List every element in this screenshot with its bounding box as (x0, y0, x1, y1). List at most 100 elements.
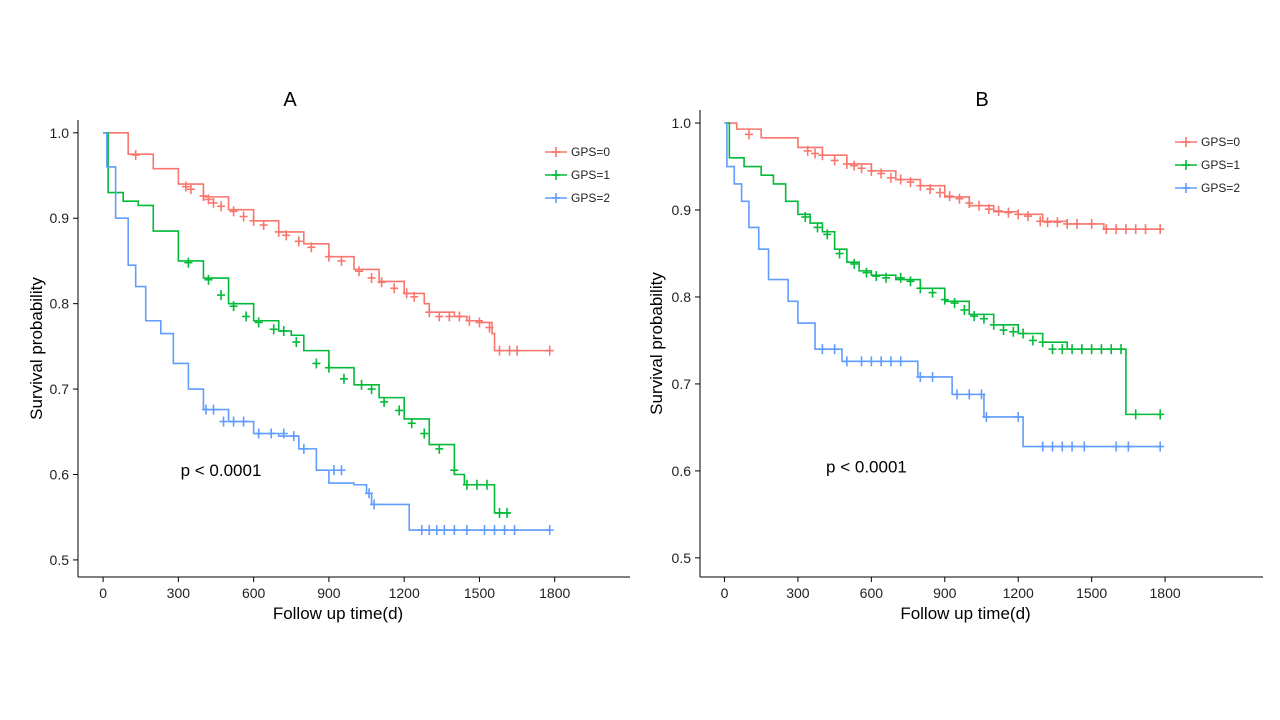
panel-A: A 0 300 600 900 1200 1500 1800 0.5 0.6 0.7 0.8 0.9 1.… (27, 89, 630, 623)
censor-mark (877, 356, 886, 367)
censor-mark (955, 193, 964, 204)
censor-mark (916, 180, 925, 191)
censor-mark (500, 525, 509, 536)
censor-mark (337, 255, 346, 266)
censor-mark (367, 273, 376, 284)
censor-mark (965, 389, 974, 400)
censor-mark (294, 236, 303, 247)
censor-mark (377, 277, 386, 288)
censor-mark (307, 242, 316, 253)
censor-mark (1068, 441, 1077, 452)
censor-mark (435, 443, 444, 454)
censor-mark (204, 274, 213, 285)
censor-mark (882, 272, 891, 283)
legend-label: GPS=1 (571, 168, 610, 182)
censor-mark (926, 184, 935, 195)
censor-mark (1080, 441, 1089, 452)
censor-mark (545, 345, 554, 356)
censor-mark (465, 315, 474, 326)
legend-item: GPS=0 (545, 145, 610, 159)
censor-mark (877, 168, 886, 179)
censor-mark (337, 465, 346, 476)
censor-mark (425, 525, 434, 536)
censor-mark (242, 311, 251, 322)
censor-mark (744, 129, 753, 140)
censor-mark (417, 525, 426, 536)
censor-mark (435, 311, 444, 322)
censor-mark (1121, 224, 1130, 235)
censor-mark (282, 230, 291, 241)
censor-mark (1063, 218, 1072, 229)
censor-mark (267, 428, 276, 439)
censor-mark (1156, 224, 1165, 235)
censor-mark (1058, 441, 1067, 452)
censor-mark (455, 311, 464, 322)
y-tick-label: 0.5 (50, 552, 70, 568)
x-tick-label: 1200 (1003, 585, 1034, 601)
legend-label: GPS=2 (571, 191, 610, 205)
legend-item: GPS=1 (545, 168, 610, 182)
censor-mark (1131, 409, 1140, 420)
censor-mark (239, 416, 248, 427)
censor-mark (950, 298, 959, 309)
censor-mark (803, 145, 812, 156)
censor-mark (1097, 344, 1106, 355)
x-tick-label: 1200 (389, 585, 420, 601)
censor-mark (906, 276, 915, 287)
x-tick-label: 600 (242, 585, 266, 601)
censor-mark (1112, 441, 1121, 452)
legend-label: GPS=0 (1201, 135, 1240, 149)
censor-mark (872, 271, 881, 282)
legend-item: GPS=2 (1175, 181, 1240, 195)
censor-mark (390, 283, 399, 294)
censor-mark (410, 291, 419, 302)
y-tick-label: 0.8 (50, 296, 70, 312)
censor-mark (928, 287, 937, 298)
censor-mark (857, 356, 866, 367)
censor-mark (842, 158, 851, 169)
censor-mark (184, 257, 193, 268)
censor-mark (370, 499, 379, 510)
y-tick-label: 0.7 (672, 376, 692, 392)
x-tick-label: 900 (933, 585, 957, 601)
censor-mark (1112, 224, 1121, 235)
censor-mark (811, 148, 820, 159)
panel-B: B 0 300 600 900 1200 1500 1800 0.5 0.6 0.7 0.8 0.9 1.… (647, 89, 1263, 623)
censor-mark (1014, 209, 1023, 220)
censor-mark (289, 431, 298, 442)
censor-mark (896, 356, 905, 367)
x-tick-label: 300 (167, 585, 191, 601)
censor-mark (886, 172, 895, 183)
censor-mark (495, 507, 504, 518)
censor-mark (867, 356, 876, 367)
censor-mark (239, 211, 248, 222)
survival-curve-GPS0 (103, 132, 550, 352)
censor-mark (425, 307, 434, 318)
censor-mark (254, 428, 263, 439)
censor-mark (1102, 224, 1111, 235)
censor-mark (269, 324, 278, 335)
x-axis-title: Follow up time(d) (273, 604, 403, 623)
censor-mark (984, 204, 993, 215)
censor-mark (510, 525, 519, 536)
censor-mark (475, 317, 484, 328)
censor-mark (485, 322, 494, 333)
panel-title: B (975, 89, 988, 111)
censor-mark (1019, 328, 1028, 339)
censor-mark (1077, 344, 1086, 355)
panel-title: A (283, 89, 297, 111)
censor-mark (1124, 441, 1133, 452)
legend-label: GPS=2 (1201, 181, 1240, 195)
y-tick-label: 0.9 (50, 210, 70, 226)
censor-mark (209, 197, 218, 208)
legend-label: GPS=1 (1201, 158, 1240, 172)
censor-mark (462, 479, 471, 490)
x-tick-label: 0 (99, 585, 107, 601)
y-tick-label: 1.0 (672, 115, 692, 131)
censor-mark (495, 345, 504, 356)
y-tick-label: 0.7 (50, 381, 70, 397)
censor-mark (862, 267, 871, 278)
censor-mark (204, 194, 213, 205)
censor-mark (970, 311, 979, 322)
